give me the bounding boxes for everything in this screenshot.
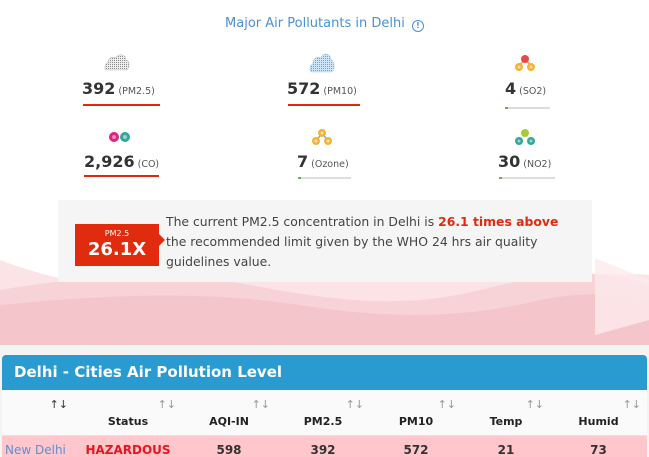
pollutant-unit: (Ozone) bbox=[311, 159, 349, 170]
pollutant-unit: (NO2) bbox=[523, 159, 552, 170]
aqi-cell: 598 bbox=[182, 435, 276, 457]
notice-text: The current PM2.5 concentration in Delhi… bbox=[166, 212, 576, 272]
sort-icon[interactable]: ↑↓ bbox=[345, 398, 364, 411]
pollutant-unit: (PM10) bbox=[323, 86, 357, 97]
pollutant-unit: (CO) bbox=[137, 159, 160, 170]
notice-text-after: the recommended limit given by the WHO 2… bbox=[166, 234, 538, 269]
pollutant-level-bar bbox=[499, 177, 555, 179]
notice-highlight: 26.1 times above bbox=[438, 214, 559, 229]
sort-icon[interactable]: ↑↓ bbox=[437, 398, 456, 411]
table-row[interactable]: New Delhi HAZARDOUS 598 392 572 21 73 bbox=[2, 435, 647, 457]
info-icon[interactable]: ! bbox=[411, 20, 424, 32]
no2-molecule-icon bbox=[515, 129, 535, 145]
sort-icon[interactable]: ↑↓ bbox=[157, 398, 176, 411]
section-title: Major Air Pollutants in Delhi ! bbox=[0, 16, 649, 32]
column-header-status[interactable]: Status ↑↓ bbox=[74, 390, 182, 436]
pollutant-value: 392 bbox=[82, 79, 116, 98]
column-header-pm25[interactable]: PM2.5 ↑↓ bbox=[276, 390, 370, 436]
status-badge: HAZARDOUS bbox=[74, 435, 182, 457]
sort-icon[interactable]: ↑↓ bbox=[525, 398, 544, 411]
pollutant-value: 7 bbox=[297, 152, 309, 171]
humid-cell: 73 bbox=[550, 435, 647, 457]
notice-text-before: The current PM2.5 concentration in Delhi… bbox=[166, 214, 439, 229]
who-guideline-notice: PM2.5 26.1X The current PM2.5 concentrat… bbox=[58, 200, 592, 282]
cities-table: ↑↓ Status ↑↓ AQI-IN ↑↓ PM2.5 ↑↓ PM10 ↑↓ Temp… bbox=[2, 390, 647, 457]
pollutant-level-bar bbox=[83, 104, 160, 106]
co-molecule-icon bbox=[109, 132, 130, 142]
sort-icon[interactable]: ↑↓ bbox=[251, 398, 270, 411]
badge-label: PM2.5 bbox=[104, 229, 130, 238]
table-header-row: ↑↓ Status ↑↓ AQI-IN ↑↓ PM2.5 ↑↓ PM10 ↑↓ Temp… bbox=[2, 390, 647, 436]
pm10-cloud-icon bbox=[309, 53, 335, 73]
pm25-multiplier-badge: PM2.5 26.1X bbox=[75, 224, 165, 266]
pm25-cell: 392 bbox=[276, 435, 370, 457]
pm10-cell: 572 bbox=[370, 435, 462, 457]
sort-icon[interactable]: ↑↓ bbox=[49, 398, 68, 411]
column-header-aqi[interactable]: AQI-IN ↑↓ bbox=[182, 390, 276, 436]
so2-molecule-icon bbox=[515, 55, 535, 71]
pollutant-level-bar bbox=[505, 107, 550, 109]
pollutant-level-bar bbox=[298, 177, 351, 179]
column-header-city[interactable]: ↑↓ bbox=[2, 390, 74, 436]
temp-cell: 21 bbox=[462, 435, 550, 457]
sort-icon[interactable]: ↑↓ bbox=[622, 398, 641, 411]
pollutant-level-bar bbox=[84, 175, 159, 177]
pollutant-value: 572 bbox=[287, 79, 321, 98]
column-header-pm10[interactable]: PM10 ↑↓ bbox=[370, 390, 462, 436]
pollutant-level-bar bbox=[288, 104, 360, 106]
section-title-text: Major Air Pollutants in Delhi bbox=[225, 16, 405, 31]
pollutant-value: 4 bbox=[505, 79, 517, 98]
pollutants-section: Major Air Pollutants in Delhi ! 392 (PM2.… bbox=[0, 0, 649, 345]
column-header-temp[interactable]: Temp ↑↓ bbox=[462, 390, 550, 436]
ozone-molecule-icon bbox=[312, 129, 332, 145]
card-title: Delhi - Cities Air Pollution Level bbox=[2, 355, 647, 390]
badge-value: 26.1X bbox=[87, 239, 147, 260]
cities-pollution-card: Delhi - Cities Air Pollution Level ↑↓ St… bbox=[2, 355, 647, 457]
pollutant-value: 2,926 bbox=[84, 152, 135, 171]
pollutant-unit: (PM2.5) bbox=[118, 86, 155, 97]
city-link[interactable]: New Delhi bbox=[2, 435, 74, 457]
pollutant-value: 30 bbox=[498, 152, 521, 171]
pollutant-unit: (SO2) bbox=[519, 86, 547, 97]
column-header-humid[interactable]: Humid ↑↓ bbox=[550, 390, 647, 436]
pm25-cloud-icon bbox=[104, 54, 130, 71]
